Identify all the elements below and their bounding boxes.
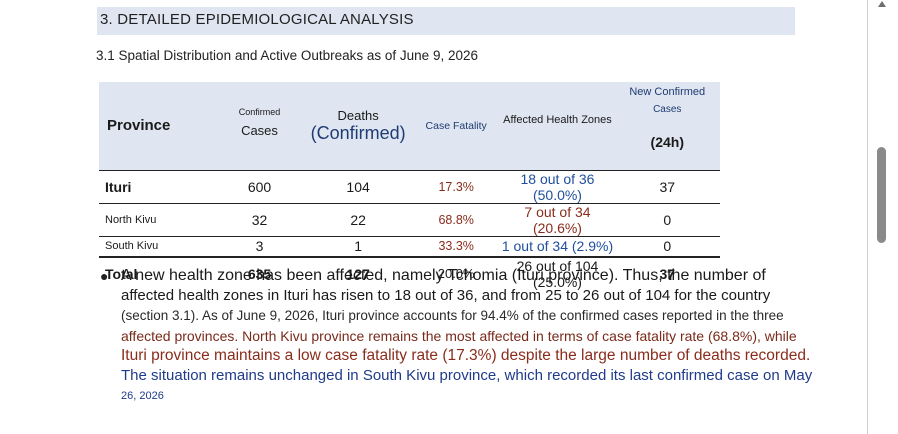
bullet-line: 26, 2026 [121, 390, 164, 402]
bullet-line: (section 3.1). As of June 9, 2026, Ituri… [121, 308, 784, 323]
row-fatality: 68.8% [438, 212, 474, 227]
table-row: South Kivu 3 1 33.3% 1 out of 34 (2.9%) … [99, 236, 720, 257]
row-new: 0 [663, 238, 672, 254]
row-zones: 18 out of 36 (50.0%) [520, 170, 595, 203]
document-page [867, 0, 868, 434]
header-affected-zones: Affected Health Zones [500, 82, 615, 170]
header-confirmed-bottom: Cases [241, 123, 278, 139]
total-deaths: 127 [346, 265, 370, 282]
bullet-text: A new health zone has been affected, nam… [121, 266, 813, 406]
bullet-line: affected provinces. North Kivu province … [121, 328, 797, 344]
row-province: North Kivu [105, 213, 157, 226]
row-zones: 1 out of 34 (2.9%) [501, 238, 614, 254]
table-row: North Kivu 32 22 68.8% 7 out of 34 (20.6… [99, 203, 720, 236]
header-new-cases: New Confirmed Cases (24h) [614, 82, 720, 170]
header-deaths-top: Deaths [337, 107, 379, 123]
outbreak-table: Province Confirmed Cases Deaths (Confirm… [99, 82, 720, 290]
subsection-title: 3.1 Spatial Distribution and Active Outb… [96, 48, 478, 63]
total-label: Total [105, 265, 138, 282]
total-new: 37 [659, 265, 676, 282]
row-province: South Kivu [105, 240, 159, 252]
section-header-band [97, 7, 795, 35]
vertical-scrollbar[interactable] [872, 0, 894, 434]
row-zones: 7 out of 34 (20.6%) [524, 203, 591, 236]
row-province: Ituri [105, 178, 132, 195]
bullet-line: affected health zones in Ituri has risen… [121, 287, 771, 304]
header-confirmed: Confirmed Cases [214, 82, 305, 170]
header-deaths-bottom: (Confirmed) [310, 122, 406, 143]
row-fatality: 17.3% [438, 179, 474, 194]
row-deaths: 22 [350, 211, 366, 228]
header-confirmed-top: Confirmed [238, 107, 281, 118]
header-affected-zones-label: Affected Health Zones [503, 113, 612, 126]
total-fatality: 20.0% [437, 266, 475, 281]
header-province: Province [99, 82, 215, 170]
row-new: 0 [663, 211, 672, 228]
bullet-dot-icon: ● [100, 268, 109, 284]
header-case-fatality: Case Fatality [411, 82, 501, 170]
header-new-line2: Cases [653, 104, 682, 115]
table-header-row: Province Confirmed Cases Deaths (Confirm… [99, 82, 720, 170]
total-confirmed: 635 [247, 265, 272, 282]
table-row: Ituri 600 104 17.3% 18 out of 36 (50.0%)… [99, 170, 720, 203]
header-new-line3: (24h) [650, 134, 684, 150]
row-deaths: 1 [354, 238, 362, 254]
section-title: 3. DETAILED EPIDEMIOLOGICAL ANALYSIS [100, 11, 414, 28]
table-total-row: Total 635 127 20.0% 26 out of 104 (25.0%… [99, 256, 720, 290]
row-confirmed: 3 [255, 238, 264, 254]
row-new: 37 [659, 178, 676, 195]
bullet-line: The situation remains unchanged in South… [121, 367, 813, 384]
bullet-line: A new health zone has been affected, nam… [121, 267, 766, 284]
bullet-line: Ituri province maintains a low case fata… [121, 347, 811, 364]
total-zones: 26 out of 104 (25.0%) [516, 257, 599, 290]
row-fatality: 33.3% [438, 239, 474, 253]
triangle-up-icon[interactable] [878, 1, 886, 7]
row-deaths: 104 [346, 178, 370, 195]
scrollbar-thumb[interactable] [877, 147, 886, 243]
header-deaths: Deaths (Confirmed) [304, 82, 412, 170]
header-new-line1: New Confirmed [629, 86, 706, 98]
row-confirmed: 600 [247, 178, 272, 195]
row-confirmed: 32 [251, 211, 268, 228]
